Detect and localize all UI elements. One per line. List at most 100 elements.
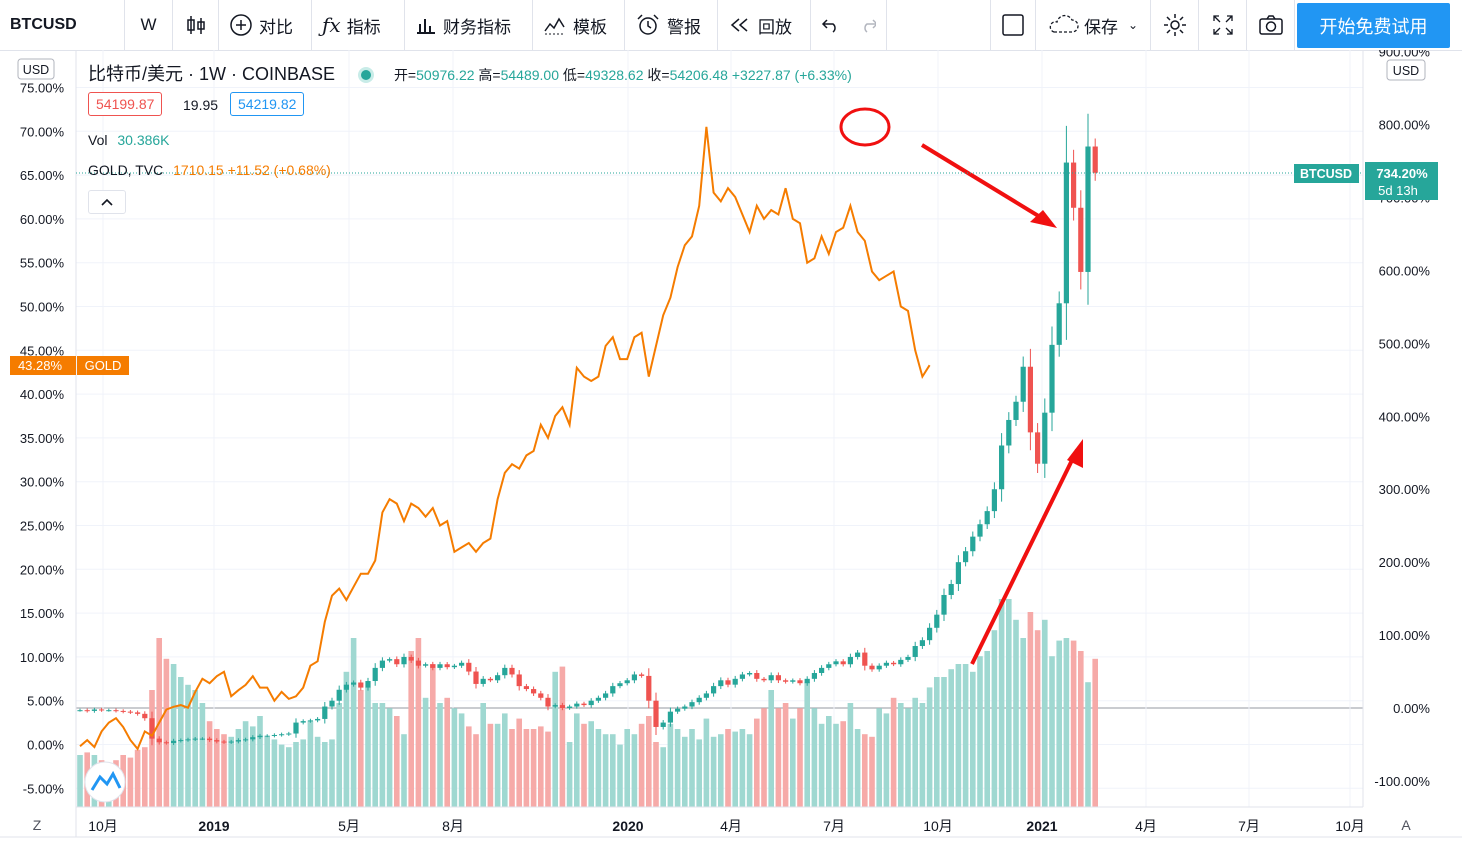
volume-bar (199, 703, 206, 807)
volume-bar (257, 716, 263, 807)
x-axis: 10月 2019 5月 8月 2020 4月 7月 10月 2021 4月 7月 10月 (88, 818, 1365, 834)
volume-bar (977, 656, 983, 807)
volume-bar (588, 721, 594, 807)
volume-bar (1092, 658, 1098, 807)
auto-scale-button-right[interactable]: A (1401, 817, 1411, 833)
candle-body (250, 737, 256, 740)
x-tick-label: 8月 (442, 818, 464, 834)
right-currency-box[interactable] (1386, 59, 1426, 81)
candle-body (336, 689, 342, 701)
gold-name-badge-text: GOLD (85, 358, 122, 373)
candle-body (120, 710, 126, 712)
candle-body (329, 700, 335, 707)
symbol-title[interactable]: 比特币/美元 · 1W · COINBASE (88, 64, 336, 84)
candle-body (487, 678, 493, 681)
volume-bar (466, 726, 472, 807)
volume-bar (790, 718, 796, 807)
volume-bar (718, 734, 724, 807)
candle-body (581, 703, 587, 706)
legend-collapse-button[interactable] (88, 190, 126, 214)
volume-bar (775, 708, 782, 807)
volume-bar (250, 726, 256, 807)
volume-bar (696, 739, 702, 807)
layout-button[interactable] (990, 0, 1036, 50)
compare-button[interactable]: 对比 (219, 0, 312, 50)
volume-bar (617, 744, 623, 807)
volume-bar (610, 734, 616, 807)
candle-body (927, 627, 933, 641)
volume-bar (854, 729, 861, 807)
volume-bar (1056, 640, 1062, 807)
plus-circle-icon (230, 14, 252, 36)
candle-body (286, 733, 292, 735)
candle-body (1063, 162, 1069, 304)
candle-body (307, 720, 313, 722)
interval-button[interactable]: W (125, 0, 173, 50)
candle-body (99, 709, 105, 711)
left-currency-box[interactable] (17, 58, 55, 80)
volume-bar (682, 736, 688, 807)
volume-bar (998, 599, 1005, 807)
volume-bar (480, 703, 486, 807)
volume-bar (516, 718, 522, 807)
save-button[interactable]: 保存 ⌄ (1036, 0, 1151, 50)
alerts-button[interactable]: 警报 (625, 0, 718, 50)
start-trial-button[interactable]: 开始免费试用 (1297, 3, 1450, 48)
indicators-button[interactable]: ƒx 指标 (312, 0, 405, 50)
templates-button[interactable]: 模板 (533, 0, 625, 50)
volume-bar (1006, 599, 1012, 807)
symbol-search-button[interactable]: BTCUSD (0, 0, 125, 50)
candlestick-icon (186, 16, 205, 34)
candle-body (711, 686, 717, 694)
financials-button[interactable]: 财务指标 (405, 0, 533, 50)
peak-circle-annotation (839, 107, 891, 147)
volume-bar (595, 729, 602, 807)
down-arrow-head (1030, 210, 1057, 228)
candle-body (732, 678, 738, 685)
gold-legend: GOLD, TVC 1710.15 +11.52 (+0.68%) (88, 162, 331, 178)
right-tick-label: 300.00% (1379, 482, 1431, 497)
left-tick-label: 15.00% (20, 606, 65, 621)
x-tick-label: 10月 (88, 818, 118, 834)
volume-bar (638, 723, 645, 807)
replay-button[interactable]: 回放 (718, 0, 811, 50)
volume-bar (581, 723, 587, 807)
candle-body (1078, 207, 1084, 272)
redo-button[interactable] (849, 0, 887, 50)
volume-bar (890, 697, 897, 807)
volume-bar (545, 731, 551, 807)
volume-bar (437, 703, 443, 807)
chart-canvas[interactable]: 75.00% 70.00% 65.00% 60.00% 55.00% 50.00% 45.0… (0, 50, 1462, 853)
left-tick-label: 25.00% (20, 519, 65, 534)
volume-bar (574, 713, 580, 807)
right-tick-label: 400.00% (1379, 409, 1431, 424)
candle-body (725, 680, 731, 685)
fullscreen-icon (1212, 15, 1233, 35)
bar-chart-icon (417, 19, 435, 34)
fullscreen-button[interactable] (1199, 0, 1247, 50)
chart-type-button[interactable] (173, 0, 219, 50)
volume-bar (912, 697, 918, 807)
vol-label: Vol (88, 132, 108, 148)
candle-body (912, 646, 918, 657)
low-label: 低= (562, 67, 586, 83)
auto-scale-button-left[interactable]: Z (33, 817, 42, 833)
down-arrow-line (920, 143, 1052, 225)
volume-bar (840, 721, 846, 807)
snapshot-button[interactable] (1247, 0, 1295, 50)
candle-body (559, 705, 565, 708)
volume-bar (408, 651, 414, 807)
candle-body (1013, 401, 1019, 420)
candle-body (207, 738, 213, 741)
volume-bar (602, 734, 609, 807)
candle-body (495, 675, 501, 681)
volume-bar (278, 744, 285, 807)
bid-box[interactable]: 54199.87 (88, 92, 163, 116)
volume-bar (336, 703, 342, 807)
volume-bar (134, 749, 141, 807)
volume-bar (149, 690, 155, 807)
undo-button[interactable] (811, 0, 849, 50)
settings-button[interactable] (1151, 0, 1199, 50)
ask-box[interactable]: 54219.82 (230, 92, 305, 116)
right-currency-label: USD (1393, 64, 1419, 78)
